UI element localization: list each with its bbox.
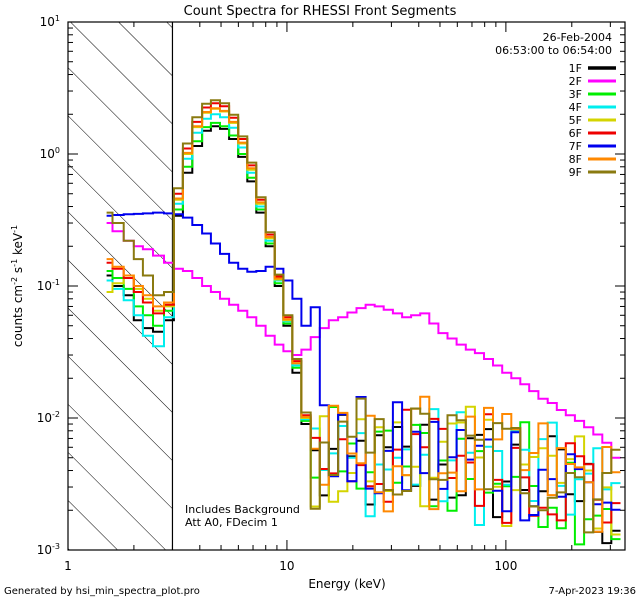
legend-label-5F: 5F [569,114,582,127]
spectrum-curve-2F [106,222,621,459]
y-axis-label-sup2: -1 [10,259,19,267]
y-tick-label: 10-3 [37,542,60,557]
legend-label-1F: 1F [569,62,582,75]
legend-label-2F: 2F [569,75,582,88]
y-axis-label-mid: s [11,267,25,277]
y-tick-label: 10-1 [37,278,60,293]
x-tick-label: 10 [279,559,294,573]
footer-timestamp: 7-Apr-2023 19:36 [549,586,636,597]
y-axis-ticks: 101 100 10-1 10-2 10-3 [37,14,625,557]
y-axis-label: counts cm-2 s-1 keV-1 [10,225,25,347]
svg-text:counts cm-2 s-1 keV-1: counts cm-2 s-1 keV-1 [10,225,25,347]
spectrum-curve-7F [106,211,621,522]
page-title: Count Spectra for RHESSI Front Segments [184,4,457,19]
legend-label-8F: 8F [569,153,582,166]
x-axis-ticks: 1 10 100 [64,22,611,573]
x-axis-label: Energy (keV) [308,577,385,591]
observation-time-range: 06:53:00 to 06:54:00 [495,44,612,57]
annotation-line-1: Includes Background [185,503,300,516]
footer-generated-by: Generated by hsi_min_spectra_plot.pro [4,586,200,597]
y-axis-label-main: counts cm [11,285,25,347]
legend-label-4F: 4F [569,101,582,114]
annotation-line-2: Att A0, FDecim 1 [185,516,278,529]
y-axis-label-sup3: -1 [10,225,19,233]
y-tick-label: 101 [40,14,60,29]
y-tick-label: 10-2 [37,410,60,425]
x-tick-label: 100 [494,559,517,573]
y-tick-label: 100 [40,146,60,161]
legend-label-9F: 9F [569,166,582,179]
y-axis-label-mid2: keV [11,232,25,259]
observation-date: 26-Feb-2004 [543,31,612,44]
spectra-curves [106,99,621,546]
legend-label-6F: 6F [569,127,582,140]
legend-label-3F: 3F [569,88,582,101]
x-tick-label: 1 [64,559,72,573]
legend-label-7F: 7F [569,140,582,153]
spectrum-curve-9F [106,99,621,534]
y-axis-label-sup1: -2 [10,277,19,285]
